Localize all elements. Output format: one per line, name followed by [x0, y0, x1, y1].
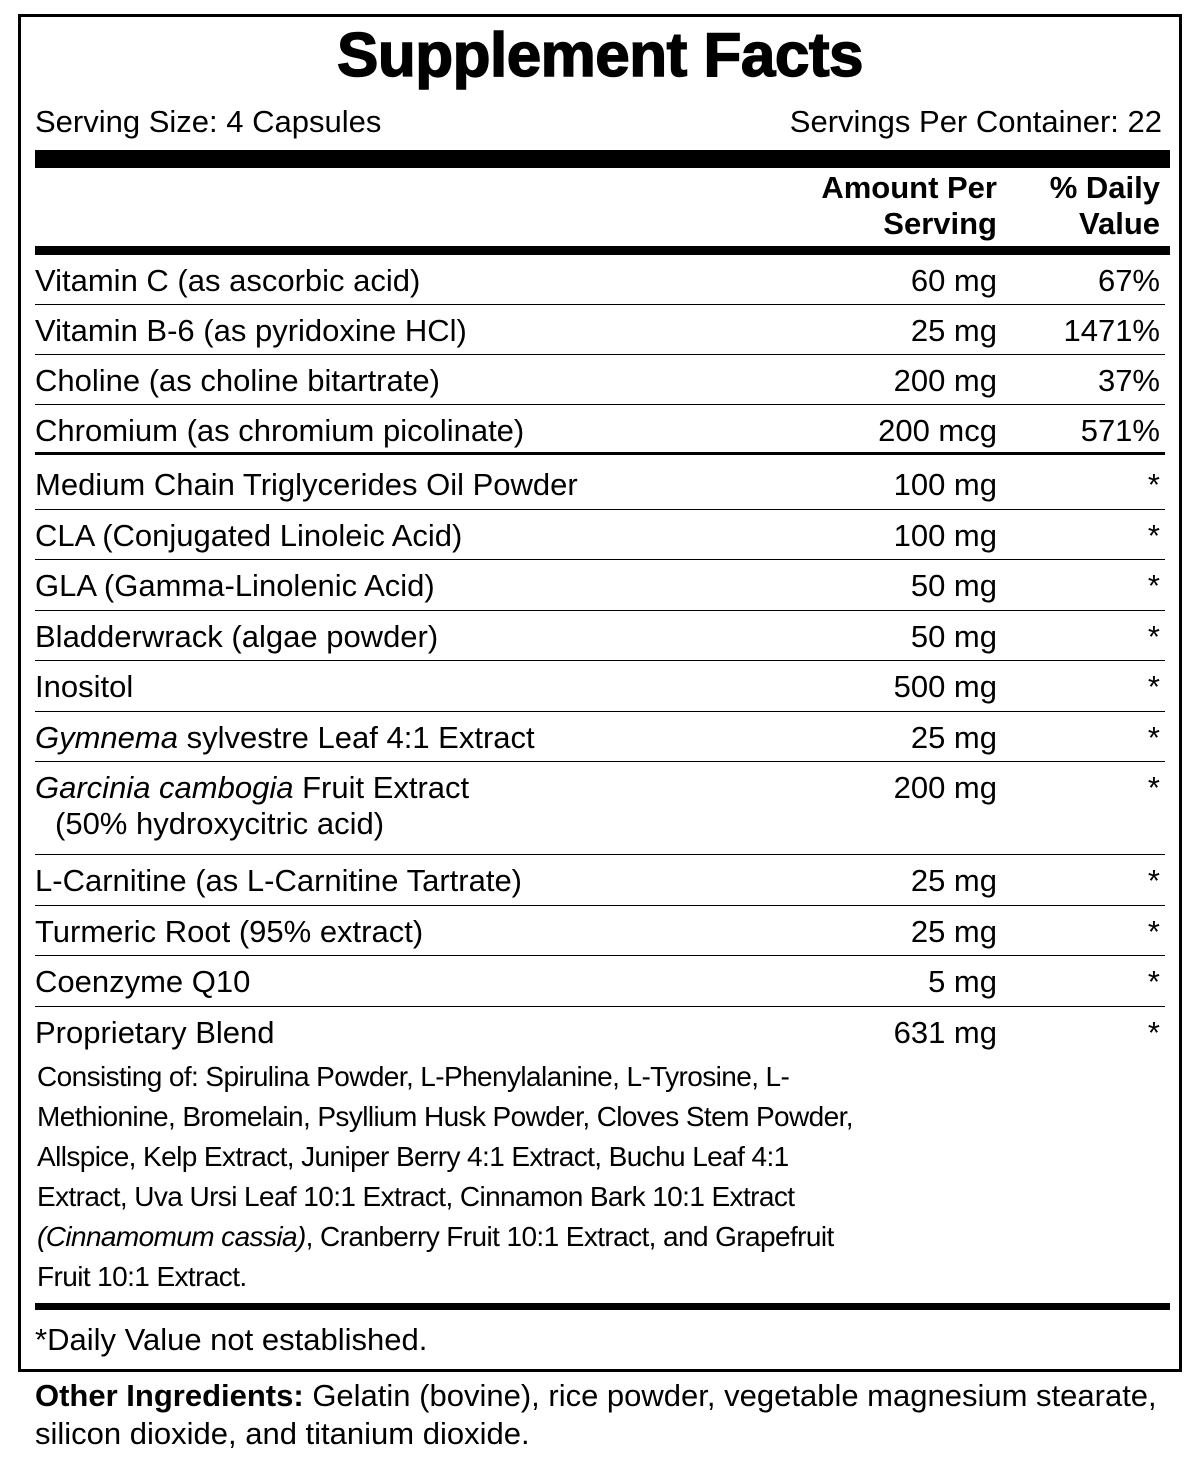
amount: 631 mg	[893, 1014, 997, 1050]
daily-value: 571%	[1080, 413, 1160, 448]
nutrient-name-text: Medium Chain Triglycerides Oil Powder	[35, 467, 578, 502]
nutrient-name: Vitamin C (as ascorbic acid)	[35, 263, 420, 299]
amount: 25 mg	[910, 863, 997, 898]
nutrient-name: Proprietary Blend	[35, 1015, 275, 1051]
daily-value: *	[1147, 669, 1160, 704]
nutrient-name-text: CLA (Conjugated Linoleic Acid)	[35, 517, 463, 553]
nutrient-row: L-Carnitine (as L-Carnitine Tartrate) 25 …	[35, 855, 1165, 906]
nutrient-row: Inositol 500 mg *	[35, 661, 1165, 712]
amount: 25 mg	[910, 913, 997, 949]
nutrient-name: Choline (as choline bitartrate)	[35, 363, 440, 399]
nutrient-name-text: Choline (as choline bitartrate)	[35, 363, 440, 398]
nutrient-subtext: (50% hydroxycitric acid)	[55, 806, 385, 841]
nutrient-name-text: Vitamin B-6 (as pyridoxine HCl)	[35, 313, 467, 348]
nutrient-name: L-Carnitine (as L-Carnitine Tartrate)	[35, 863, 522, 899]
daily-value: 37%	[1097, 363, 1160, 398]
nutrient-row: Medium Chain Triglycerides Oil Powder 100…	[35, 459, 1165, 510]
nutrient-name-text: Inositol	[35, 669, 134, 704]
daily-value: *	[1147, 568, 1160, 603]
amount: 60 mg	[910, 263, 997, 298]
daily-value: *	[1147, 770, 1160, 805]
other-ingredients-text: Gelatin (bovine), rice powder, vegetable…	[35, 1378, 1157, 1451]
header-divider	[35, 246, 1170, 255]
nutrient-row: Gymnema sylvestre Leaf 4:1 Extract 25 mg *	[35, 712, 1165, 762]
amount: 25 mg	[910, 719, 997, 755]
daily-value: *	[1147, 719, 1160, 755]
nutrient-name-italic: Garcinia cambogia	[35, 770, 294, 805]
nutrient-row: Garcinia cambogia Fruit Extract (50% hydr…	[35, 762, 1165, 855]
nutrient-name-text: Fruit Extract	[293, 770, 470, 805]
amount-header-line: Serving	[883, 206, 997, 241]
nutrient-name: Turmeric Root (95% extract)	[35, 914, 423, 950]
nutrient-row: Coenzyme Q10 5 mg *	[35, 956, 1165, 1007]
nutrient-row: CLA (Conjugated Linoleic Acid) 100 mg *	[35, 510, 1165, 560]
nutrient-name: Coenzyme Q10	[35, 964, 250, 1000]
blend-text-italic: (Cinnamomum cassia)	[37, 1220, 306, 1252]
nutrient-row: Vitamin B-6 (as pyridoxine HCl) 25 mg 1471…	[35, 305, 1165, 355]
nutrient-row: GLA (Gamma-Linolenic Acid) 50 mg *	[35, 560, 1165, 611]
nutrient-name: Inositol	[35, 669, 133, 705]
other-ingredients-label: Other Ingredients:	[35, 1378, 304, 1413]
servings-per-container: Servings Per Container: 22	[789, 104, 1162, 139]
amount: 200 mg	[893, 363, 997, 398]
nutrient-row: Vitamin C (as ascorbic acid) 60 mg 67%	[35, 255, 1165, 305]
nutrient-row: Chromium (as chromium picolinate) 200 mcg…	[35, 405, 1165, 455]
daily-value: *	[1147, 913, 1160, 949]
bottom-divider	[35, 1303, 1170, 1310]
nutrient-name-text: Coenzyme Q10	[35, 964, 251, 999]
daily-value: *	[1147, 863, 1160, 898]
daily-value: *	[1147, 517, 1160, 553]
nutrient-name-italic: Gymnema	[35, 719, 178, 755]
dv-header: % Daily Value	[1050, 170, 1160, 242]
amount: 100 mg	[893, 517, 997, 553]
nutrient-name-text: sylvestre Leaf 4:1 Extract	[177, 719, 535, 755]
daily-value: *	[1147, 618, 1160, 654]
blend-text: , Cranberry Fruit 10:1 Extract, and Grap…	[37, 1220, 834, 1292]
daily-value: *	[1147, 467, 1160, 502]
daily-value: 67%	[1097, 263, 1160, 298]
nutrient-name: Vitamin B-6 (as pyridoxine HCl)	[35, 313, 467, 349]
nutrient-name-text: Bladderwrack (algae powder)	[35, 618, 439, 654]
daily-value: 1471%	[1063, 313, 1160, 348]
amount-header: Amount Per Serving	[821, 170, 997, 242]
nutrient-name: Garcinia cambogia Fruit Extract (50% hydr…	[35, 770, 469, 842]
nutrient-name-text: Proprietary Blend	[35, 1014, 275, 1050]
amount: 500 mg	[893, 669, 997, 704]
dv-header-line: % Daily	[1049, 170, 1160, 205]
nutrient-row: Choline (as choline bitartrate) 200 mg 37%	[35, 355, 1165, 405]
serving-size: Serving Size: 4 Capsules	[35, 104, 382, 139]
nutrient-name: Bladderwrack (algae powder)	[35, 619, 438, 655]
nutrient-name-text: Turmeric Root (95% extract)	[35, 913, 424, 949]
amount: 200 mg	[893, 770, 997, 805]
dv-header-line: Value	[1079, 206, 1160, 241]
amount: 5 mg	[928, 964, 997, 999]
footnote: *Daily Value not established.	[35, 1322, 428, 1357]
daily-value: *	[1147, 1014, 1160, 1050]
nutrient-row: Turmeric Root (95% extract) 25 mg *	[35, 906, 1165, 956]
blend-text: Consisting of: Spirulina Powder, L-Pheny…	[37, 1060, 854, 1212]
amount: 100 mg	[893, 467, 997, 502]
thick-divider	[35, 150, 1170, 168]
other-ingredients: Other Ingredients: Gelatin (bovine), ric…	[35, 1377, 1185, 1453]
nutrient-name-text: GLA (Gamma-Linolenic Acid)	[35, 568, 435, 603]
nutrient-name-text: Vitamin C (as ascorbic acid)	[35, 263, 421, 298]
blend-ingredients: Consisting of: Spirulina Powder, L-Pheny…	[37, 1057, 877, 1297]
nutrient-name-text: Chromium (as chromium picolinate)	[35, 413, 525, 448]
nutrient-name: GLA (Gamma-Linolenic Acid)	[35, 568, 435, 604]
nutrient-name: Medium Chain Triglycerides Oil Powder	[35, 467, 578, 503]
supplement-facts-panel	[18, 14, 1182, 1372]
nutrient-name: Gymnema sylvestre Leaf 4:1 Extract	[35, 720, 535, 756]
nutrient-name: Chromium (as chromium picolinate)	[35, 413, 524, 449]
amount: 25 mg	[910, 313, 997, 348]
amount: 50 mg	[910, 568, 997, 603]
daily-value: *	[1147, 964, 1160, 999]
nutrient-row: Proprietary Blend 631 mg * Consisting of: S…	[35, 1007, 1165, 1297]
nutrient-name-text: L-Carnitine (as L-Carnitine Tartrate)	[35, 863, 523, 898]
panel-title: Supplement Facts	[336, 20, 864, 91]
amount-header-line: Amount Per	[821, 170, 997, 205]
nutrient-row: Bladderwrack (algae powder) 50 mg *	[35, 611, 1165, 661]
amount: 50 mg	[910, 618, 997, 654]
nutrient-name: CLA (Conjugated Linoleic Acid)	[35, 518, 462, 554]
amount: 200 mcg	[878, 413, 997, 448]
